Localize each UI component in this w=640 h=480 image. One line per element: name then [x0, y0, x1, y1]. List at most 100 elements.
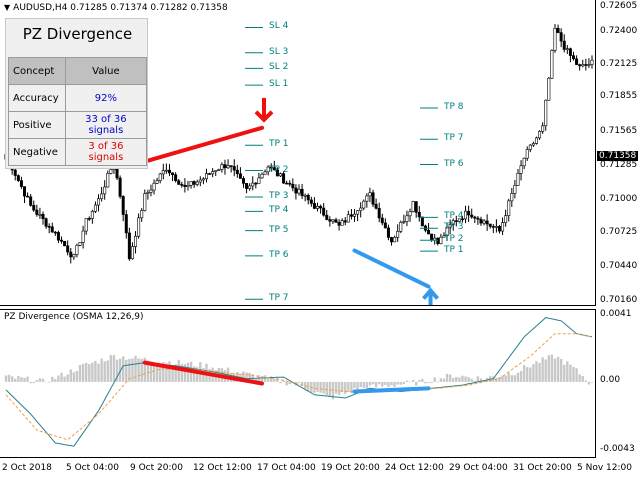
osma-bar — [122, 356, 125, 382]
osma-bar — [168, 361, 171, 382]
osma-bar — [242, 371, 245, 382]
level-label: TP 3 — [444, 222, 464, 233]
osma-bar — [72, 372, 76, 382]
candle-body — [544, 99, 548, 127]
candle-body — [547, 77, 551, 101]
candle-body — [118, 177, 122, 197]
osma-bar — [103, 361, 106, 382]
osma-bar — [572, 366, 575, 382]
osma-bar — [559, 358, 563, 382]
osma-bar — [63, 376, 66, 382]
osma-bar — [526, 367, 529, 382]
osma-bar — [353, 381, 356, 389]
candle-body — [226, 165, 230, 169]
candle-body — [130, 246, 134, 260]
bullish-indicator-divergence-line — [352, 386, 431, 394]
candle-body — [155, 180, 159, 184]
candle-body — [430, 233, 434, 241]
osma-bar — [371, 381, 375, 385]
candle-body — [208, 173, 212, 175]
osma-bar — [78, 364, 82, 382]
osma-bar — [47, 381, 51, 383]
osma-bar — [4, 375, 8, 382]
candle-body — [516, 173, 520, 186]
concept-cell: Positive — [8, 111, 66, 139]
candle-body — [325, 214, 329, 220]
time-tick-label: 29 Oct 04:00 — [449, 463, 508, 473]
indicator-pane[interactable]: PZ Divergence (OSMA 12,26,9) — [0, 309, 596, 458]
bearish-divergence-line — [142, 125, 264, 164]
osma-bar — [75, 371, 79, 382]
osma-bar — [535, 361, 538, 382]
time-axis[interactable]: 2 Oct 2018 5 Oct 04:00 9 Oct 20:00 12 Oct 1… — [0, 458, 640, 480]
time-tick-label: 19 Oct 20:00 — [321, 463, 380, 473]
osma-bar — [501, 375, 504, 382]
candle-body — [491, 226, 495, 228]
price-scale[interactable]: 0.72605 0.72400 0.72125 0.71855 0.71565 0.712… — [596, 0, 640, 306]
candle-body — [38, 214, 42, 216]
candle-body — [488, 223, 492, 227]
osma-bar — [356, 381, 359, 391]
osma-bar — [29, 381, 32, 384]
osma-bar — [448, 374, 452, 382]
level-label: TP 8 — [444, 102, 464, 112]
candle-body — [454, 220, 458, 222]
osma-bar — [192, 366, 196, 382]
candle-body — [316, 205, 320, 209]
osma-bar — [183, 364, 187, 382]
osma-bar — [38, 378, 42, 382]
price-tick-label: 0.70725 — [600, 227, 638, 238]
osma-bar — [374, 381, 378, 388]
osma-bar — [365, 381, 369, 391]
candle-body — [571, 55, 575, 60]
candle-body — [442, 235, 446, 238]
indicator-canvas[interactable] — [0, 310, 596, 458]
candle-body — [66, 245, 70, 253]
candle-body — [306, 194, 310, 201]
osma-bar — [498, 377, 501, 382]
osma-bar — [7, 374, 11, 382]
osma-bar — [516, 372, 520, 382]
osma-bar — [297, 381, 301, 383]
osma-bar — [578, 374, 581, 382]
price-chart-canvas[interactable] — [0, 0, 596, 306]
indicator-tick-label: 0.0041 — [600, 309, 632, 319]
osma-bar — [51, 376, 54, 382]
candle-body — [377, 207, 381, 219]
level-label: TP 3 — [269, 190, 289, 201]
osma-bar — [186, 362, 190, 382]
level-label: TP 6 — [444, 158, 464, 169]
candle-body — [254, 182, 258, 185]
osma-bar — [35, 380, 39, 382]
osma-bar — [464, 376, 467, 382]
candle-body — [525, 149, 529, 159]
candle-body — [417, 211, 421, 218]
osma-bar — [162, 361, 165, 382]
info-row-accuracy: Accuracy 92% — [8, 84, 148, 112]
osma-bar — [134, 355, 137, 382]
candle-body — [235, 169, 239, 175]
osma-bar — [347, 381, 350, 392]
osma-bar — [445, 373, 449, 382]
candle-body — [559, 32, 563, 42]
candle-body — [275, 169, 279, 177]
indicator-scale[interactable]: 0.0041 0.00 -0.0043 — [596, 309, 640, 458]
osma-bar — [334, 381, 338, 394]
candle-body — [238, 173, 242, 179]
price-chart-pane[interactable]: ▼ AUDUSD,H4 0.71285 0.71374 0.71282 0.713… — [0, 0, 596, 306]
osma-bar — [325, 381, 328, 396]
osma-bar — [94, 360, 97, 382]
osma-bar — [461, 375, 464, 382]
osma-bar — [396, 381, 399, 385]
candle-body — [177, 180, 181, 185]
candle-body — [473, 216, 477, 219]
indicator-title: PZ Divergence (OSMA 12,26,9) — [4, 312, 144, 322]
osma-bar — [115, 359, 119, 382]
dropdown-triangle-icon[interactable]: ▼ — [4, 3, 11, 12]
candle-body — [183, 184, 187, 187]
osma-bar — [556, 356, 560, 382]
osma-bar — [340, 381, 344, 393]
candle-body — [266, 166, 270, 173]
osma-bar — [399, 381, 402, 385]
